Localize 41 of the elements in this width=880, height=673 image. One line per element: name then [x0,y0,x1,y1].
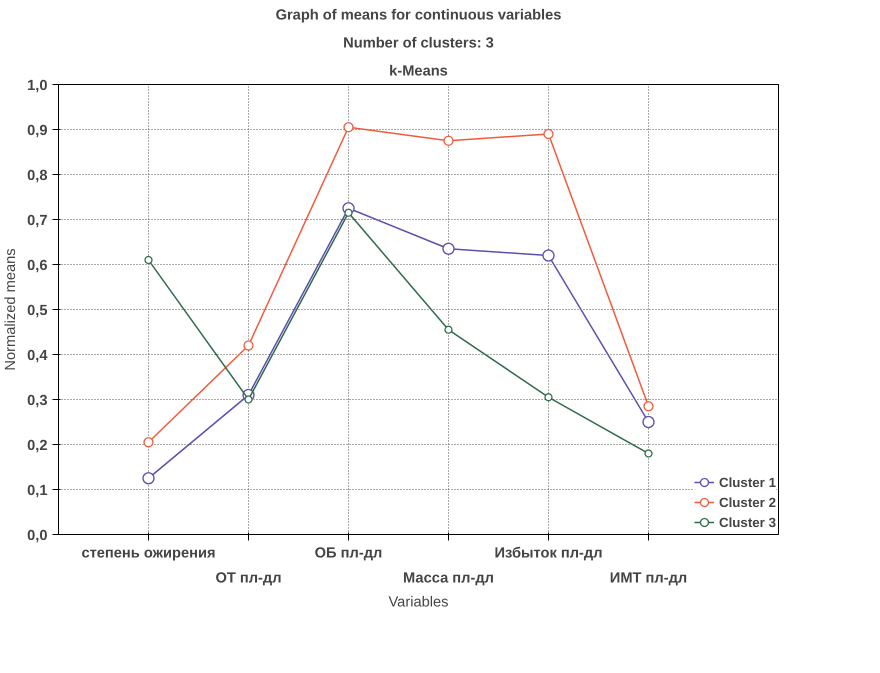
x-tick-label: Масса пл-дл [403,570,494,586]
y-tick-label: 0,3 [27,393,48,409]
x-tick-label: Избыток пл-дл [494,546,603,562]
point [144,256,153,264]
point [142,472,155,484]
legend-label: Cluster 1 [718,474,776,490]
point [343,122,354,132]
y-tick-label: 0,5 [27,303,48,319]
y-axis-title: Normalized means [3,248,20,371]
x-tick-label: ОБ пл-дл [314,546,382,562]
chart-title: Graph of means for continuous variables [276,8,562,24]
y-tick-label: 0,4 [27,348,48,364]
y-tick-label: 0,0 [27,528,48,544]
point [644,449,653,458]
y-tick-label: 0,9 [27,123,48,139]
chart-subtitle: Number of clusters: 3 [343,36,494,52]
point [642,416,655,428]
point [542,249,555,262]
point [543,128,554,140]
y-tick-label: 1,0 [27,78,48,94]
legend-label: Cluster 2 [718,494,776,510]
point [443,136,454,146]
x-tick-label: ОТ пл-дл [215,570,282,586]
point [344,208,353,217]
point [643,401,654,412]
y-tick-label: 0,1 [27,483,48,499]
y-tick-label: 0,7 [27,213,48,229]
legend-label: Cluster 3 [718,514,776,530]
point [442,242,455,255]
point [544,393,553,402]
point [244,395,253,404]
y-tick-label: 0,2 [27,438,48,454]
point [243,340,254,351]
text: k-Means [389,64,448,80]
x-axis-title: Variables [388,594,449,610]
x-tick-label: ИМТ пл-дл [610,570,688,586]
y-tick-label: 0,6 [27,258,48,274]
y-tick-label: 0,8 [27,168,48,184]
x-tick-label: степень ожирения [81,546,216,562]
point [143,437,154,448]
point [444,326,453,334]
